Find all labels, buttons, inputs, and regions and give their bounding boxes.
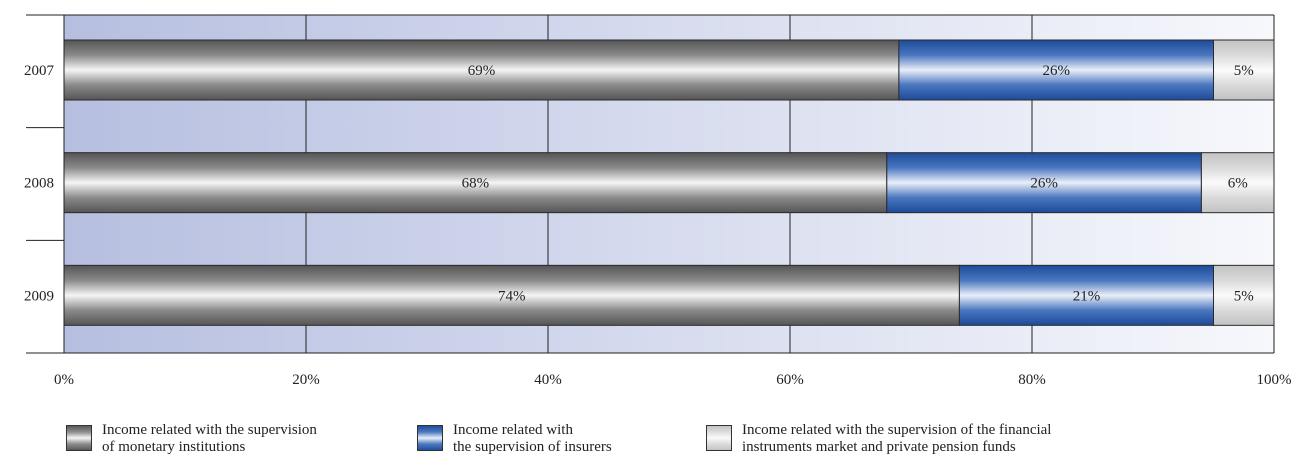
x-tick-label: 60% — [776, 372, 804, 388]
x-tick-label: 80% — [1018, 372, 1046, 388]
bar-segment-insurers — [898, 39, 1215, 101]
x-tick-label: 0% — [54, 372, 74, 388]
x-tick-label: 100% — [1257, 372, 1292, 388]
y-tick-label: 2007 — [24, 63, 55, 79]
bar-segment-financial-instruments — [1213, 39, 1275, 101]
bar-layer: 69% 26% 5% 68% 26% 6% 74% 21% 5% — [63, 39, 1275, 326]
x-tick-label: 40% — [534, 372, 562, 388]
data-label-insurers: 26% — [1030, 176, 1058, 192]
stacked-bar-chart: 69% 26% 5% 68% 26% 6% 74% 21% 5% 0% 20% 40% 60% 80% 1… — [24, 14, 1292, 388]
x-tick-label: 20% — [292, 372, 320, 388]
y-tick-label: 2009 — [24, 288, 54, 304]
data-label-financial-instruments: 5% — [1234, 63, 1254, 79]
data-label-financial-instruments: 5% — [1234, 288, 1254, 304]
legend-item-monetary-institutions: Income related with the supervision of m… — [66, 422, 317, 456]
axis-layer: 0% 20% 40% 60% 80% 100% 2007 2008 2009 — [24, 14, 1292, 388]
legend-swatch-monetary-institutions — [66, 425, 92, 451]
data-label-monetary-institutions: 68% — [462, 176, 490, 192]
bar-segment-financial-instruments — [1200, 152, 1275, 214]
legend-swatch-insurers — [417, 425, 443, 451]
legend: Income related with the supervision of m… — [0, 422, 1296, 462]
legend-label-monetary-institutions: Income related with the supervision of m… — [102, 422, 317, 455]
legend-item-financial-instruments: Income related with the supervision of t… — [706, 422, 1051, 456]
data-label-financial-instruments: 6% — [1228, 176, 1248, 192]
legend-swatch-financial-instruments — [706, 425, 732, 451]
data-label-insurers: 26% — [1042, 63, 1070, 79]
y-tick-label: 2008 — [24, 176, 54, 192]
legend-label-financial-instruments: Income related with the supervision of t… — [742, 422, 1052, 455]
data-label-monetary-institutions: 74% — [498, 288, 526, 304]
bar-segment-insurers — [958, 264, 1215, 326]
bar-segment-monetary-institutions — [63, 264, 960, 326]
bar-segment-financial-instruments — [1213, 264, 1275, 326]
legend-item-insurers: Income related with the supervision of i… — [417, 422, 612, 456]
data-label-monetary-institutions: 69% — [468, 63, 496, 79]
legend-label-insurers: Income related with the supervision of i… — [453, 422, 612, 455]
data-label-insurers: 21% — [1073, 288, 1101, 304]
